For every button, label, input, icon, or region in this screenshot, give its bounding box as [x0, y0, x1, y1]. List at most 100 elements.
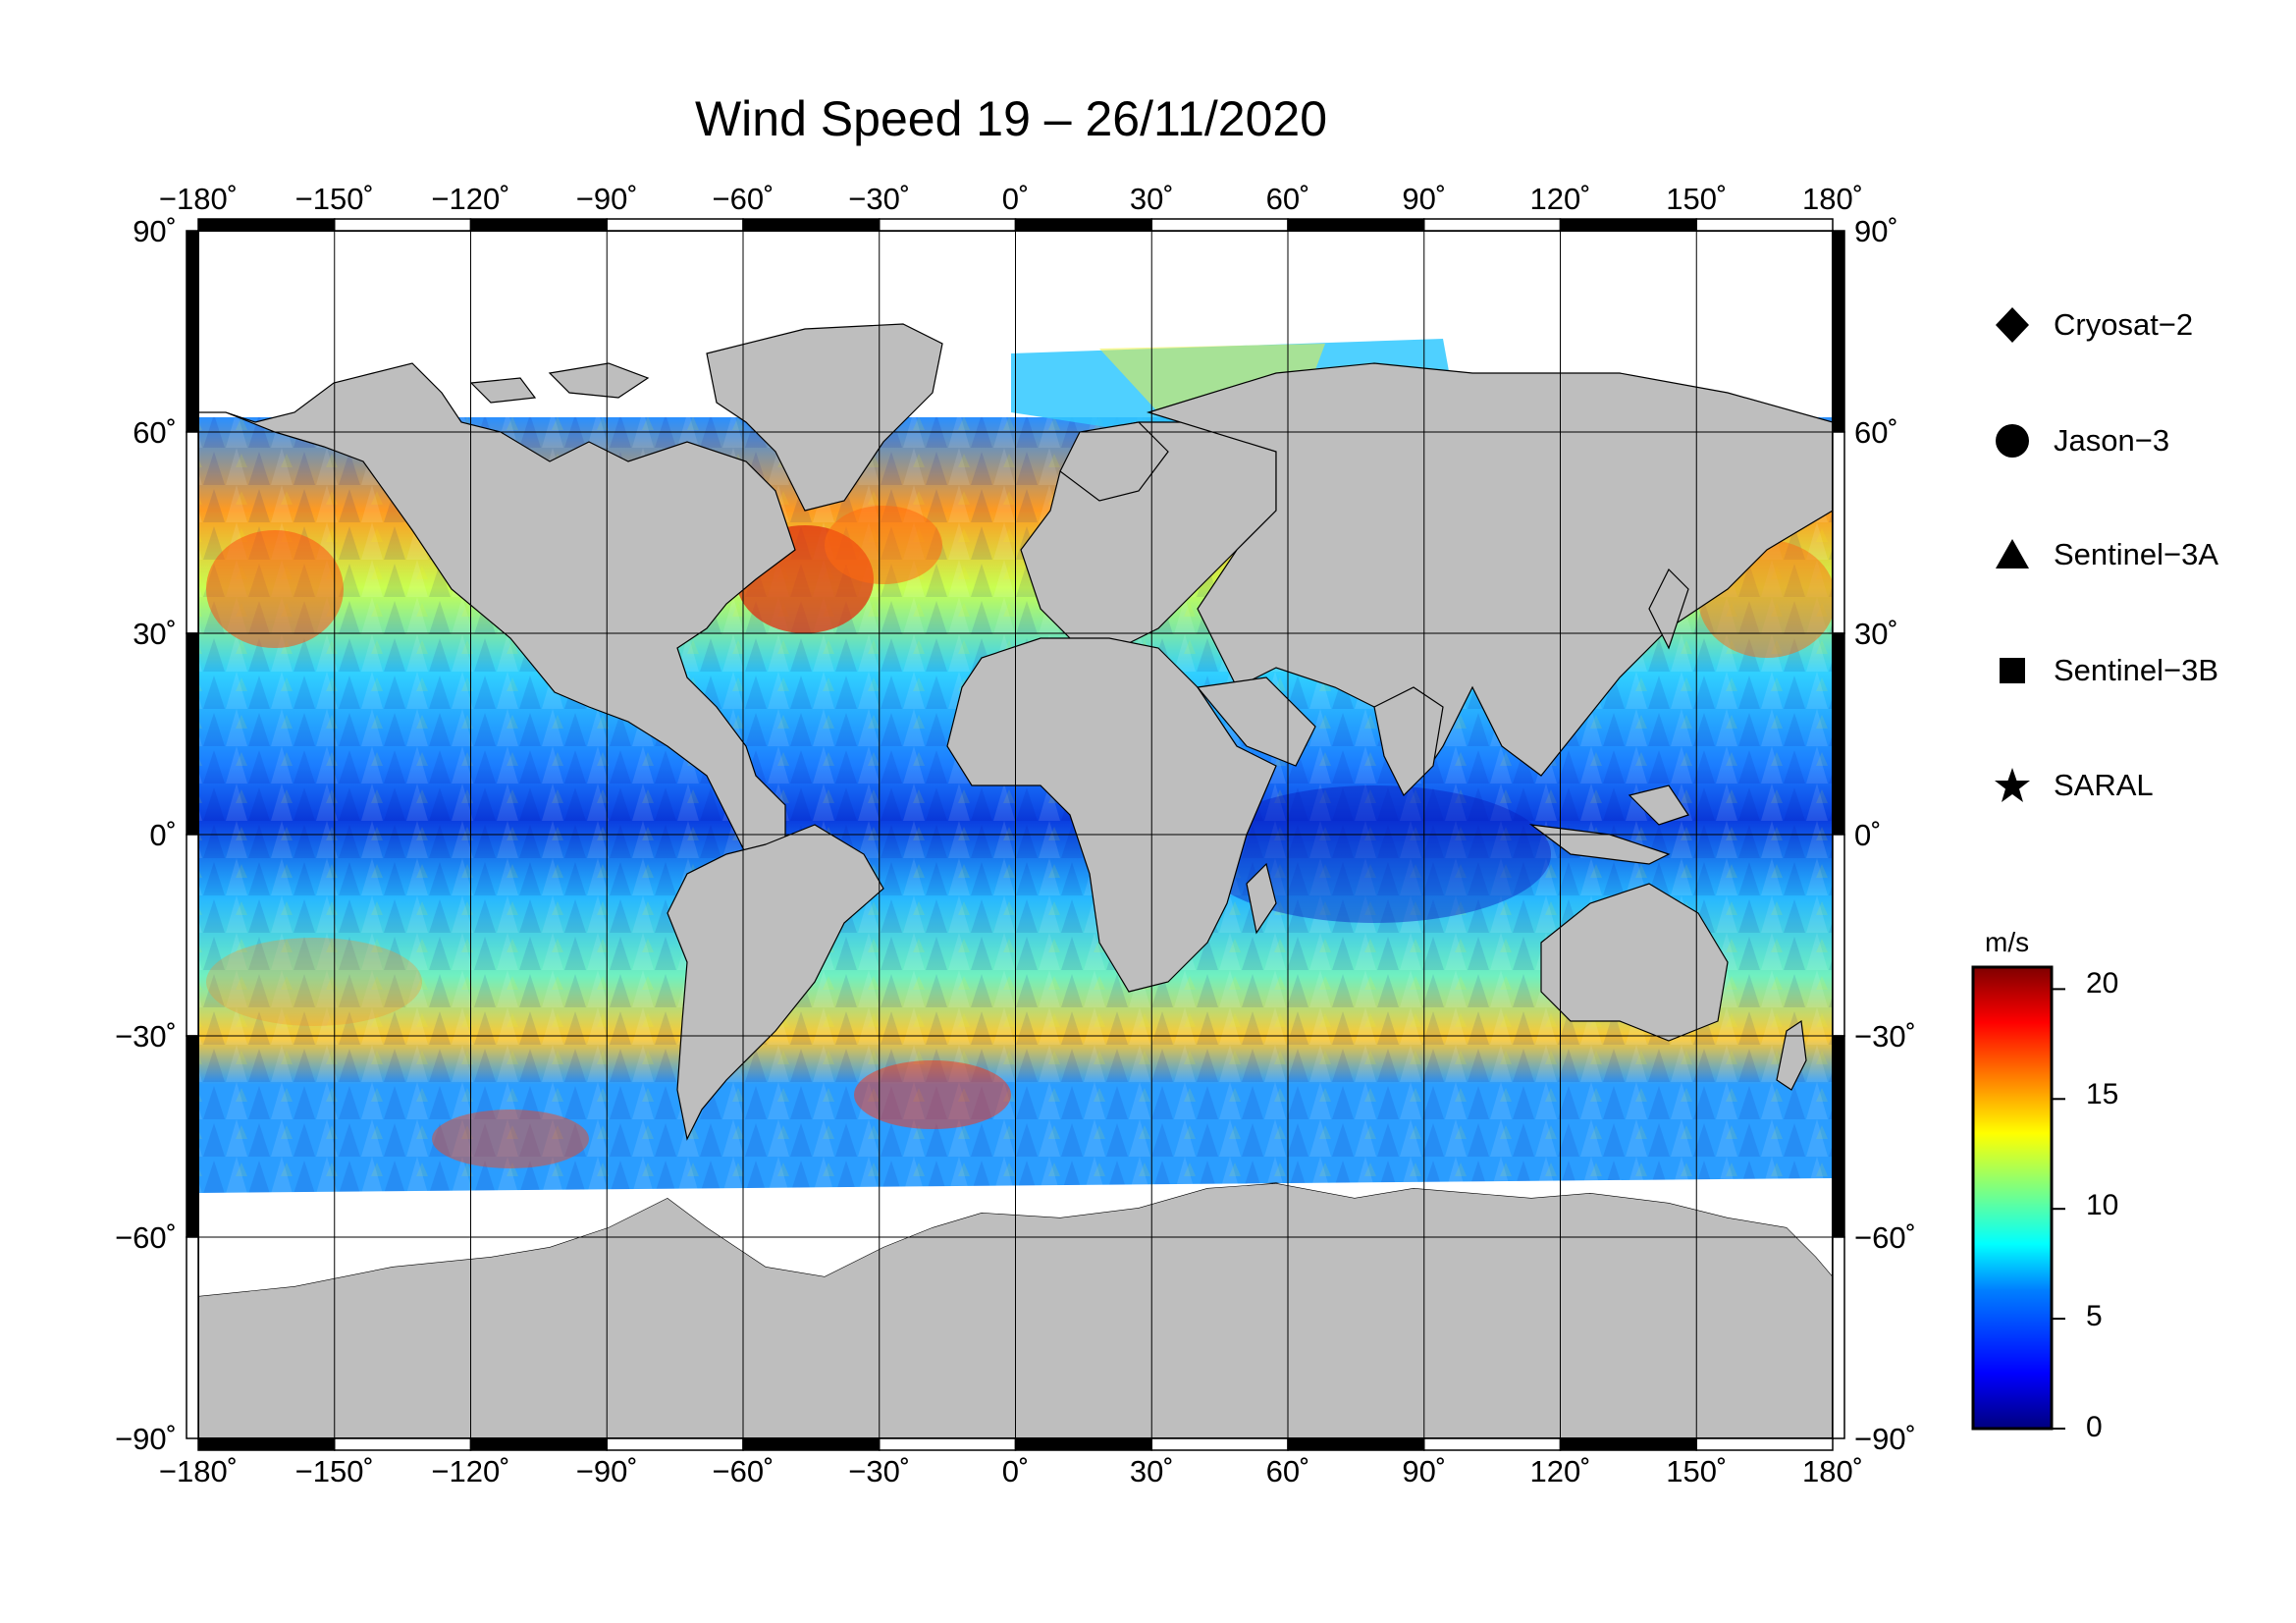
longitude-label: −180˚	[159, 1454, 238, 1488]
colorbar-ticks	[2052, 988, 2065, 1430]
frame-block	[1832, 230, 1845, 433]
frame-block	[334, 1437, 472, 1451]
frame-block	[1832, 1035, 1845, 1238]
legend-label: Sentinel−3B	[2054, 653, 2219, 687]
latitude-label: −60˚	[1854, 1220, 1916, 1255]
longitude-label: −90˚	[576, 1454, 638, 1488]
longitude-label: −150˚	[295, 182, 374, 216]
colorbar-tick-label: 15	[2086, 1078, 2119, 1110]
colorbar-unit: m/s	[1985, 927, 2030, 957]
map-title: Wind Speed 19 – 26/11/2020	[694, 91, 1328, 146]
frame-block	[469, 1437, 608, 1451]
colorbar-tick-label: 5	[2086, 1300, 2103, 1332]
colorbar	[1971, 965, 2054, 1431]
frame-block	[197, 218, 336, 232]
longitude-label: 120˚	[1529, 182, 1590, 216]
longitude-label: −60˚	[713, 1454, 774, 1488]
longitude-label: 90˚	[1402, 1454, 1446, 1488]
longitude-label: 30˚	[1130, 1454, 1174, 1488]
frame-block	[742, 218, 881, 232]
latitude-label: −90˚	[115, 1422, 177, 1456]
frame-block	[1695, 1437, 1834, 1451]
triangle-icon	[1993, 535, 2032, 574]
frame-block	[1014, 1437, 1152, 1451]
frame-block	[1832, 632, 1845, 836]
colorbar-tick-label: 0	[2086, 1411, 2103, 1443]
latitude-label: −90˚	[1854, 1422, 1916, 1456]
frame-block	[1014, 218, 1152, 232]
longitude-label: 60˚	[1266, 182, 1310, 216]
latitude-label: 90˚	[133, 214, 177, 248]
star-icon	[1993, 766, 2032, 805]
longitude-label: 30˚	[1130, 182, 1174, 216]
frame-block	[1423, 1437, 1562, 1451]
longitude-label: 180˚	[1802, 1454, 1863, 1488]
frame-block	[1559, 1437, 1697, 1451]
frame-block	[186, 632, 199, 836]
frame-block	[1150, 1437, 1289, 1451]
frame-block	[186, 834, 199, 1037]
frame-block	[606, 218, 744, 232]
longitude-label: 150˚	[1666, 182, 1727, 216]
frame-block	[879, 218, 1017, 232]
frame-block	[186, 431, 199, 634]
latitude-label: 0˚	[149, 818, 177, 852]
legend-item-sentinel-3a: Sentinel−3A	[1993, 530, 2218, 579]
frame-block	[1150, 218, 1289, 232]
latitude-label: 30˚	[133, 617, 177, 651]
longitude-label: 0˚	[1002, 182, 1030, 216]
frame-block	[1287, 1437, 1425, 1451]
colorbar-tick-label: 20	[2086, 967, 2119, 1000]
longitude-label: 90˚	[1402, 182, 1446, 216]
legend-item-saral: SARAL	[1993, 761, 2154, 810]
frame-block	[1832, 834, 1845, 1037]
longitude-label: −120˚	[431, 182, 509, 216]
longitude-label: −30˚	[848, 182, 910, 216]
frame-block	[186, 1035, 199, 1238]
longitude-label: 180˚	[1802, 182, 1863, 216]
frame-block	[334, 218, 472, 232]
latitude-label: 30˚	[1854, 617, 1898, 651]
tick-labels: −180˚ −180˚ −150˚ −150˚ −120˚ −120˚ −90˚ −90˚ −6…	[115, 182, 1916, 1488]
latitude-label: 0˚	[1854, 818, 1882, 852]
longitude-label: −120˚	[431, 1454, 509, 1488]
legend-item-sentinel-3b: Sentinel−3B	[1993, 646, 2218, 695]
legend-label: Sentinel−3A	[2054, 537, 2219, 571]
longitude-label: −180˚	[159, 182, 238, 216]
legend-label: Cryosat−2	[2054, 307, 2194, 342]
legend-item-cryosat-2: Cryosat−2	[1993, 300, 2193, 350]
frame-block	[1559, 218, 1697, 232]
legend-label: SARAL	[2054, 768, 2154, 802]
frame-block	[879, 1437, 1017, 1451]
legend-item-jason-3: Jason−3	[1993, 416, 2169, 465]
colorbar-tick-label: 10	[2086, 1189, 2119, 1221]
circle-icon	[1993, 421, 2032, 460]
frame-block	[1832, 431, 1845, 634]
frame-block	[186, 1236, 199, 1439]
latitude-label: −60˚	[115, 1220, 177, 1255]
frame-block	[606, 1437, 744, 1451]
frame-block	[1695, 218, 1834, 232]
frame-block	[1832, 1236, 1845, 1439]
latitude-label: 90˚	[1854, 214, 1898, 248]
frame-block	[197, 1437, 336, 1451]
frame-block	[469, 218, 608, 232]
longitude-label: −60˚	[713, 182, 774, 216]
longitude-label: 0˚	[1002, 1454, 1030, 1488]
frame-block	[1287, 218, 1425, 232]
longitude-label: 60˚	[1266, 1454, 1310, 1488]
longitude-label: −150˚	[295, 1454, 374, 1488]
longitude-label: −90˚	[576, 182, 638, 216]
latitude-label: 60˚	[133, 415, 177, 450]
latitude-label: 60˚	[1854, 415, 1898, 450]
legend-label: Jason−3	[2054, 423, 2170, 458]
graticule	[198, 231, 1833, 1438]
square-icon	[1993, 651, 2032, 690]
diamond-icon	[1993, 305, 2032, 345]
longitude-label: −30˚	[848, 1454, 910, 1488]
longitude-label: 120˚	[1529, 1454, 1590, 1488]
frame-block	[186, 230, 199, 433]
frame-block	[742, 1437, 881, 1451]
latitude-label: −30˚	[115, 1019, 177, 1054]
